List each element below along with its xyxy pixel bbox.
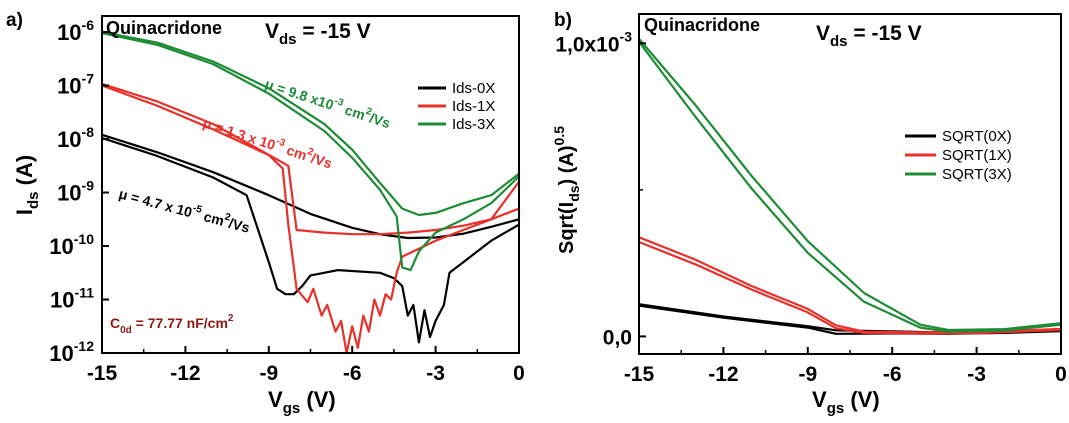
series-line-SQRT(3X)-forward	[639, 38, 1061, 332]
annotation-mobility-0x: μ = 4.7 x 10-5 cm2/Vs	[117, 184, 252, 236]
series-line-Ids-0X-forward	[102, 133, 519, 240]
panel-label-b: b)	[554, 10, 572, 31]
x-tick-label: -3	[426, 362, 445, 385]
ticks-b	[638, 42, 1062, 354]
y-tick-label: 10-9	[57, 178, 94, 206]
x-tick-label: -6	[883, 363, 902, 386]
x-tick-label: -3	[967, 363, 986, 386]
series-line-SQRT(1X)-reverse	[639, 240, 1061, 335]
legend-label: SQRT(3X)	[942, 166, 1012, 183]
series-line-Ids-3X-forward	[102, 30, 519, 217]
y-tick-labels-a: 10-6 10-7 10-8 10-9 10-10 10-11 10-12	[49, 17, 94, 366]
x-tick-label: -15	[87, 362, 118, 385]
panel-b: b) 0,0 1,0x10-3 -15 -12 -9 -6 -3 0 Vgs (…	[551, 10, 1067, 417]
series-line-Ids-1X-reverse	[102, 84, 519, 353]
x-tick-labels-b: -15 -12 -9 -6 -3 0	[624, 363, 1067, 386]
plot-frame-b	[638, 13, 1062, 355]
chart-title-b: Quinacridone	[644, 15, 760, 35]
x-axis-title-b: Vgs (V)	[812, 387, 880, 417]
x-tick-label: -9	[259, 362, 278, 385]
legend-b: SQRT(0X) SQRT(1X) SQRT(3X)	[905, 128, 1012, 183]
series-line-Ids-1X-forward	[102, 82, 519, 236]
ticks-a	[101, 31, 520, 354]
y-axis-title-b: Sqrt(Ids) (A)0.5	[551, 126, 582, 254]
capacitance-label: C0d = 77.77 nF/cm2	[110, 313, 234, 336]
x-tick-label: -12	[708, 363, 738, 386]
y-tick-labels-b: 0,0 1,0x10-3	[555, 28, 632, 349]
legend-label: Ids-0X	[452, 80, 495, 97]
x-axis-title-a: Vgs (V)	[268, 387, 336, 417]
y-tick-label: 10-7	[57, 71, 94, 99]
legend-label: Ids-3X	[452, 116, 495, 133]
x-tick-label: 0	[1055, 363, 1067, 386]
series-lines-a	[102, 30, 519, 353]
panel-label-a: a)	[6, 10, 23, 31]
y-tick-label: 0,0	[603, 326, 632, 349]
plot-frame-a	[101, 15, 520, 354]
y-tick-label: 1,0x10-3	[555, 28, 632, 56]
series-lines-b	[639, 38, 1061, 335]
x-tick-label: 0	[513, 362, 525, 385]
legend-label: SQRT(0X)	[942, 128, 1012, 145]
x-tick-label: -9	[798, 363, 817, 386]
condition-label-a: Vds = -15 V	[265, 20, 371, 48]
y-tick-label: 10-10	[49, 231, 94, 259]
y-tick-label: 10-12	[49, 338, 94, 366]
legend-a: Ids-0X Ids-1X Ids-3X	[418, 80, 495, 133]
y-axis-title-a: Ids (A)	[12, 155, 42, 215]
panel-a: a) 10-6 10-7 10-8 10-9 10-10 10-11 10-12…	[6, 10, 525, 417]
y-tick-label: 10-8	[57, 124, 94, 152]
legend-label: SQRT(1X)	[942, 147, 1012, 164]
x-tick-labels-a: -15 -12 -9 -6 -3 0	[87, 362, 525, 385]
x-tick-label: -6	[343, 362, 362, 385]
y-tick-label: 10-6	[57, 17, 94, 45]
series-line-Ids-3X-reverse	[102, 32, 519, 272]
annotation-mobility-1x: μ = 1.3 x 10-3 cm2/Vs	[201, 113, 335, 172]
y-tick-label: 10-11	[50, 285, 94, 313]
series-line-Ids-0X-reverse	[102, 136, 519, 344]
series-line-SQRT(1X)-forward	[639, 236, 1061, 334]
x-tick-label: -12	[170, 362, 200, 385]
series-line-SQRT(3X)-reverse	[639, 41, 1061, 333]
legend-label: Ids-1X	[452, 98, 495, 115]
condition-label-b: Vds = -15 V	[816, 22, 922, 50]
chart-title-a: Quinacridone	[106, 18, 222, 38]
x-tick-label: -15	[624, 363, 655, 386]
